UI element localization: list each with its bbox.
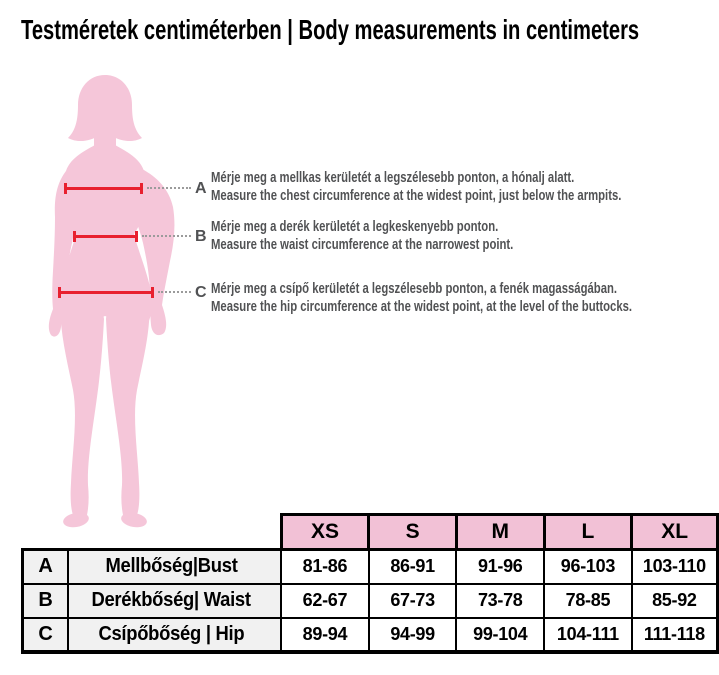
left-foot-shape <box>63 512 89 528</box>
hip-instruction-en: Measure the hip circumference at the wid… <box>211 299 633 315</box>
table-spacer <box>23 515 69 550</box>
table-row-bust: A Mellbőség|Bust 81-86 86-91 91-96 96-10… <box>21 548 719 585</box>
chest-instructions: Mérje meg a mellkas kerületét a legszéle… <box>211 169 621 205</box>
chest-letter-label: A <box>195 180 207 197</box>
size-value: 111-118 <box>630 616 719 654</box>
waist-letter-label: B <box>195 228 207 245</box>
table-spacer <box>68 515 281 550</box>
row-label: Csípőbőség | Hip <box>67 616 283 654</box>
chest-instruction-hu: Mérje meg a mellkas kerületét a legszéle… <box>211 170 575 186</box>
row-label: Derékbőség| Waist <box>67 582 283 619</box>
left-leg-shape <box>60 295 104 515</box>
row-letter: A <box>21 548 70 585</box>
row-label-text: Csípőbőség | Hip <box>98 622 245 645</box>
size-value: 91-96 <box>455 548 546 585</box>
head-hair-shape <box>68 75 142 142</box>
size-value: 103-110 <box>630 548 719 585</box>
size-value: 78-85 <box>543 582 633 619</box>
size-value: 96-103 <box>543 548 633 585</box>
size-header-xs: XS <box>279 513 371 551</box>
size-value: 104-111 <box>543 616 633 654</box>
size-header-s: S <box>367 513 458 551</box>
right-leg-shape <box>106 295 150 515</box>
hip-instruction-hu: Mérje meg a csípő kerületét a legszélese… <box>211 281 618 297</box>
table-row-hip: C Csípőbőség | Hip 89-94 94-99 99-104 10… <box>21 616 719 654</box>
waist-leader-line <box>142 235 191 237</box>
page-title: Testméretek centiméterben | Body measure… <box>21 14 640 45</box>
chest-measure-line <box>64 183 143 194</box>
waist-instructions: Mérje meg a derék kerületét a legkeskeny… <box>211 218 513 254</box>
row-letter: C <box>21 616 70 654</box>
size-value: 86-91 <box>367 548 458 585</box>
hip-measure-line <box>58 287 154 298</box>
size-header-l: L <box>542 513 634 551</box>
left-arm-shape <box>48 171 77 337</box>
chest-instruction-en: Measure the chest circumference at the w… <box>211 188 622 204</box>
size-value: 67-73 <box>367 582 458 619</box>
table-row-waist: B Derékbőség| Waist 62-67 67-73 73-78 78… <box>21 582 719 619</box>
neck-shape <box>94 115 116 149</box>
waist-instruction-en: Measure the waist circumference at the n… <box>211 237 514 253</box>
right-foot-shape <box>121 512 147 528</box>
size-value: 94-99 <box>367 616 458 654</box>
row-label-text: Derékbőség| Waist <box>91 589 251 611</box>
hip-instructions: Mérje meg a csípő kerületét a legszélese… <box>211 280 632 316</box>
waist-instruction-hu: Mérje meg a derék kerületét a legkeskeny… <box>211 219 499 235</box>
female-body-silhouette <box>48 75 175 528</box>
size-header-row: XS S M L XL <box>23 513 719 551</box>
right-arm-shape <box>134 169 175 336</box>
row-label-text: Mellbőség|Bust <box>105 555 238 578</box>
size-value: 81-86 <box>280 548 370 585</box>
size-value: 85-92 <box>630 582 719 619</box>
chest-leader-line <box>147 187 191 189</box>
waist-measure-line <box>73 231 138 242</box>
size-value: 62-67 <box>280 582 370 619</box>
size-table: XS S M L XL A Mellbőség|Bust 81-86 86-91… <box>21 513 719 654</box>
size-value: 99-104 <box>455 616 546 654</box>
row-label: Mellbőség|Bust <box>67 548 283 585</box>
size-header-m: M <box>454 513 546 551</box>
size-value: 89-94 <box>280 616 370 654</box>
size-value: 73-78 <box>455 582 546 619</box>
hip-letter-label: C <box>195 284 207 301</box>
row-letter: B <box>21 582 70 619</box>
hip-leader-line <box>158 291 191 293</box>
size-header-xl: XL <box>630 513 719 551</box>
